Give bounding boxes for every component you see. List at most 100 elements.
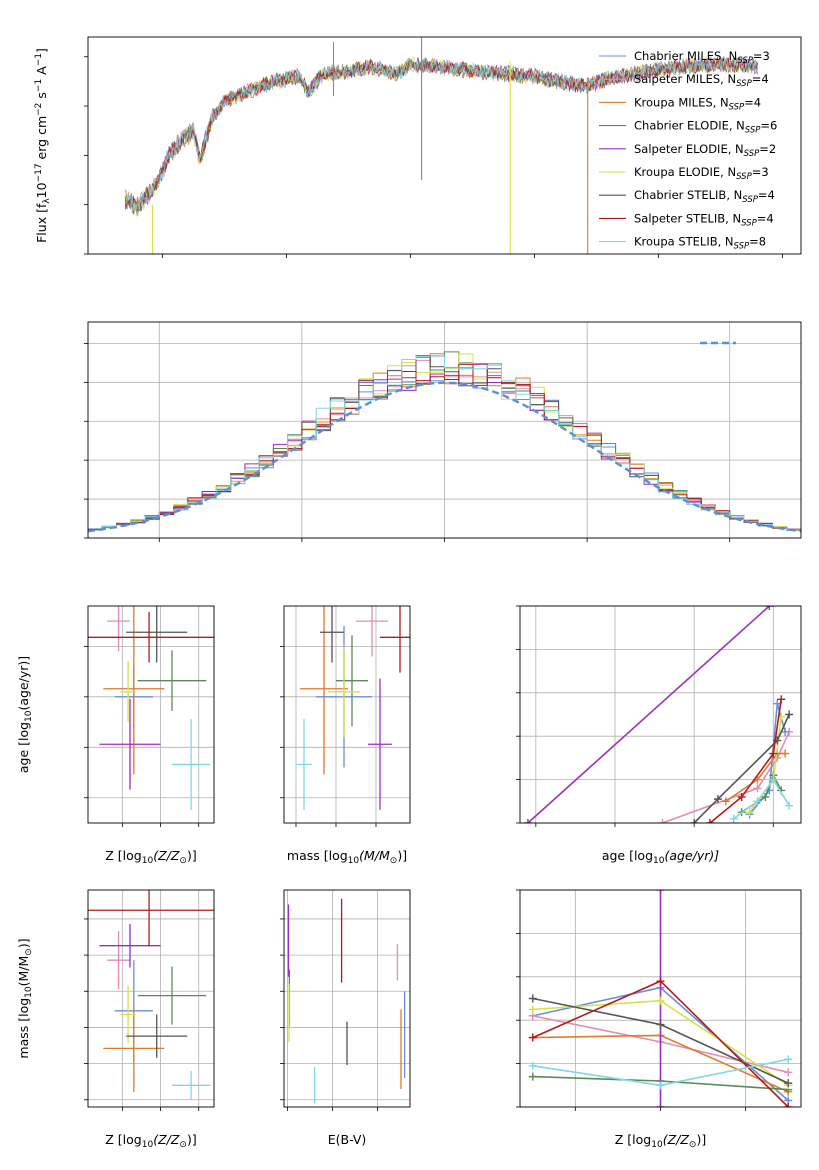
- axes-frame: [87, 889, 215, 1108]
- histogram-series: [88, 363, 801, 538]
- weight-marker: [705, 819, 714, 823]
- weight-marker: [745, 808, 754, 817]
- axes-frame: [87, 321, 802, 539]
- plot-content: [528, 890, 793, 1107]
- errorbar-point: [99, 698, 161, 790]
- weight-marker: [784, 1103, 793, 1107]
- errorbar-point: [88, 890, 214, 947]
- weight-marker: [656, 1020, 665, 1029]
- weight-marker: [656, 1103, 665, 1107]
- legend-entry: Salpeter STELIB, NSSP=4: [634, 211, 774, 228]
- panel-spectrum: Flux [fλ10−17 erg cm−2 s−1 A−1] Chabrier …: [34, 36, 802, 258]
- axes-frame: [519, 889, 802, 1108]
- errorbar-point: [320, 606, 344, 663]
- weight-marker: [753, 784, 762, 793]
- errorbar-point: [126, 1014, 188, 1058]
- legend-entry: Chabrier ELODIE, NSSP=6: [634, 119, 777, 136]
- panel-weight-vs-age: age [log10(age/yr)]: [516, 605, 802, 866]
- weight-marker: [528, 1033, 537, 1042]
- weight-line: [662, 731, 790, 823]
- axes-frame: [283, 605, 411, 824]
- errorbar-point: [137, 966, 207, 1025]
- legend-entry: Kroupa ELODIE, NSSP=3: [634, 165, 769, 182]
- errorbar-point: [103, 606, 165, 775]
- weight-marker: [785, 710, 794, 719]
- x-axis-label: Z [log10(Z/Z⊙)]: [105, 848, 196, 866]
- legend-entry: Chabrier MILES, NSSP=3: [634, 49, 770, 66]
- plot-content: [523, 606, 794, 823]
- x-axis-label: E(B-V): [328, 1132, 367, 1147]
- weight-marker: [528, 1061, 537, 1070]
- x-axis-label: Z [log10(Z/Z⊙)]: [615, 1132, 706, 1150]
- weight-marker: [785, 801, 794, 810]
- legend-entry: Salpeter ELODIE, NSSP=2: [634, 142, 776, 159]
- errorbar-point: [172, 1070, 211, 1100]
- weight-marker: [658, 819, 667, 823]
- errorbar-point: [328, 646, 360, 738]
- plot-area: [520, 606, 801, 823]
- legend-entry: Kroupa MILES, NSSP=4: [634, 95, 761, 112]
- plot-content: [124, 37, 758, 254]
- errorbar-point: [356, 606, 388, 657]
- axes-frame: [87, 605, 215, 824]
- weight-marker: [656, 977, 665, 986]
- errorbar-point: [88, 612, 214, 663]
- y-axis-label: age [log10(age/yr)]: [16, 656, 34, 773]
- weight-marker: [769, 749, 778, 758]
- weight-marker: [753, 797, 762, 806]
- legend-entry: Salpeter MILES, NSSP=4: [634, 72, 769, 89]
- errorbar-point: [137, 650, 207, 711]
- x-axis-label: age [log10(age/yr)]: [602, 848, 719, 866]
- legend-entry: Kroupa STELIB, NSSP=8: [634, 235, 766, 252]
- legend-entry: Chabrier STELIB, NSSP=4: [634, 188, 775, 205]
- plot-area: [88, 890, 214, 1107]
- weight-marker: [523, 819, 532, 823]
- weight-marker: [777, 695, 786, 704]
- weight-marker: [721, 797, 730, 806]
- y-axis-label: Flux [fλ10−17 erg cm−2 s−1 A−1]: [34, 48, 52, 243]
- errorbar-point: [99, 923, 161, 968]
- weight-marker: [761, 792, 770, 801]
- x-axis-label: Z [log10(Z/Z⊙)]: [105, 1132, 196, 1150]
- errorbar-point: [380, 606, 410, 673]
- panel-age-vs-Z: Z [log10(Z/Z⊙)] age [log10(age/yr)]: [16, 605, 215, 866]
- axes-frame: [87, 36, 802, 255]
- errorbar-point: [120, 985, 136, 1044]
- weight-marker: [781, 727, 790, 736]
- weight-line: [527, 606, 770, 823]
- weight-marker: [656, 890, 665, 894]
- plot-content: [88, 351, 801, 538]
- errorbar-point: [107, 606, 130, 652]
- panel-residuals: [84, 321, 802, 542]
- weight-marker: [656, 1081, 665, 1090]
- weight-marker: [729, 814, 738, 823]
- plot-content: [287, 898, 406, 1104]
- x-axis-label: mass [log10(M/M⊙)]: [287, 848, 407, 866]
- plot-content: [296, 606, 410, 810]
- weight-marker: [769, 775, 778, 784]
- errorbar-point: [296, 719, 312, 810]
- weight-marker: [784, 1055, 793, 1064]
- weight-line: [733, 778, 790, 820]
- weight-line: [709, 699, 782, 823]
- weight-line: [693, 714, 790, 823]
- weight-marker: [713, 795, 722, 804]
- weight-marker: [528, 1072, 537, 1081]
- weight-marker: [690, 819, 699, 823]
- errorbar-point: [103, 1005, 165, 1092]
- plot-area: [284, 606, 410, 823]
- errorbar-point: [126, 606, 188, 663]
- plot-area: [284, 890, 410, 1107]
- weight-marker: [528, 1005, 537, 1014]
- weight-marker: [784, 1079, 793, 1088]
- panel-mass-vs-Z: Z [log10(Z/Z⊙)] mass [log10(M/M⊙)]: [16, 889, 215, 1150]
- weight-marker: [784, 1068, 793, 1077]
- panel-age-vs-mass: mass [log10(M/M⊙)]: [280, 605, 411, 866]
- weight-marker: [528, 994, 537, 1003]
- plot-content: [88, 606, 214, 810]
- errorbar-point: [172, 719, 211, 810]
- histogram-series: [88, 355, 801, 538]
- errorbar-point: [368, 678, 392, 810]
- panel-mass-vs-ebv: E(B-V): [280, 889, 411, 1147]
